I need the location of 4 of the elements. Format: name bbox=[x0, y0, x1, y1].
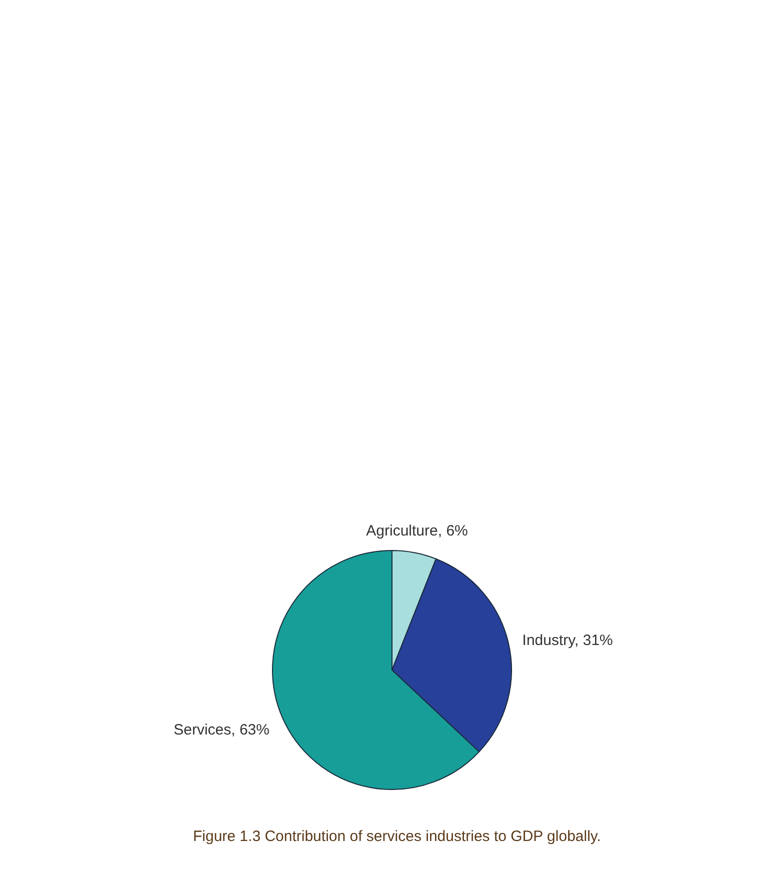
text: Figure 1.3 Contribution of services industries to GDP globally. bbox=[193, 828, 601, 845]
slice-label: Agriculture, 6% bbox=[366, 522, 468, 540]
slice-label: Industry, 31% bbox=[522, 632, 613, 650]
slice-label: Services, 63% bbox=[174, 722, 270, 739]
